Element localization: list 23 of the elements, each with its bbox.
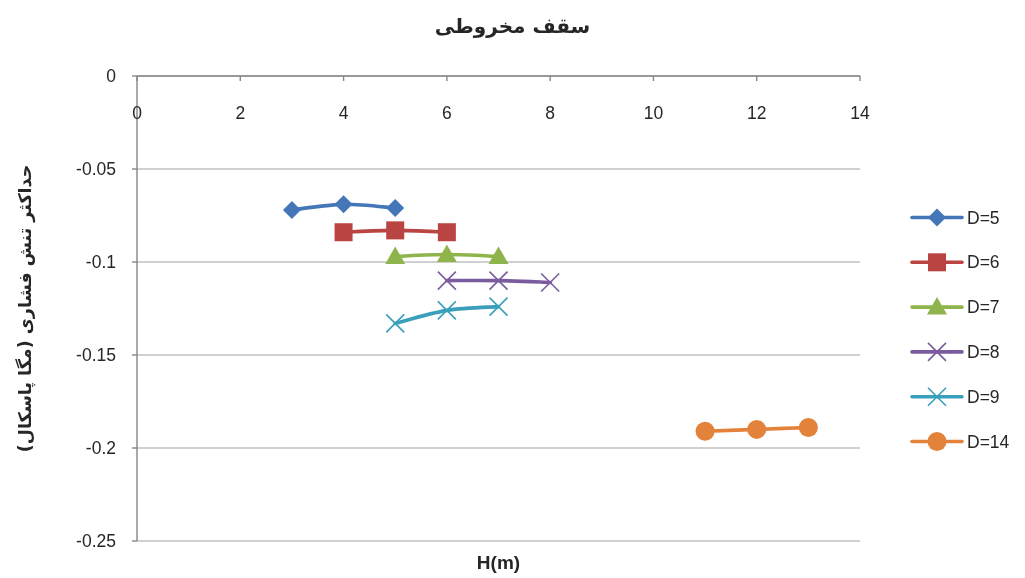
legend-label: D=8 — [967, 341, 1000, 362]
y-tick-label: 0 — [106, 66, 117, 86]
x-axis-title: H(m) — [476, 551, 521, 573]
legend-label: D=14 — [967, 431, 1010, 452]
x-tick-label: 14 — [850, 103, 870, 123]
chart-title: سقف مخروطی — [434, 14, 591, 38]
x-tick-label: 2 — [235, 103, 246, 123]
y-tick-label: -0.25 — [76, 531, 116, 551]
x-tick-label: 10 — [643, 103, 664, 123]
legend-label: D=9 — [967, 386, 1000, 407]
x-tick-label: 0 — [132, 103, 143, 123]
y-axis-title: حداکثر تنش فشاری (مگا پاسکال) — [15, 164, 36, 453]
y-tick-label: -0.15 — [76, 345, 116, 365]
x-tick-label: 12 — [746, 103, 767, 123]
legend-label: D=5 — [967, 207, 1000, 228]
legend-label: D=6 — [967, 252, 1000, 273]
legend-label: D=7 — [967, 297, 1000, 318]
y-tick-label: -0.05 — [76, 159, 116, 179]
x-tick-label: 4 — [338, 103, 349, 123]
x-tick-label: 8 — [545, 103, 556, 123]
x-tick-label: 6 — [441, 103, 452, 123]
y-tick-label: -0.2 — [85, 438, 116, 458]
y-tick-label: -0.1 — [85, 252, 116, 272]
